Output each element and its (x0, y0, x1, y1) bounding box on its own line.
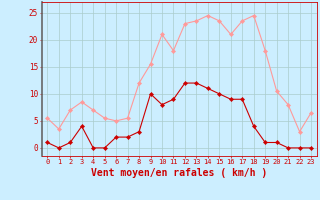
X-axis label: Vent moyen/en rafales ( km/h ): Vent moyen/en rafales ( km/h ) (91, 168, 267, 178)
